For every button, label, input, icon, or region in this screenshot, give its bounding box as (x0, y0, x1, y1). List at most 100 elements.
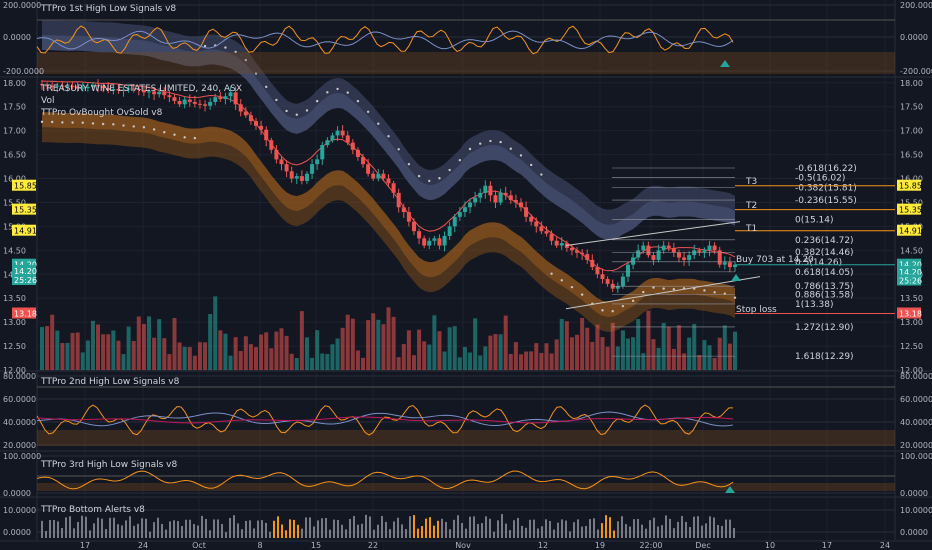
trend-dot (152, 128, 156, 131)
candle-body (702, 250, 707, 253)
volume-bar (687, 337, 692, 370)
left-price-tag-text: 15.35 (14, 206, 37, 215)
volume-bar (279, 328, 284, 370)
volume-bar (106, 334, 111, 370)
right-price-tag (897, 307, 921, 319)
volume-bar (539, 352, 544, 370)
sub-tick-left: 10.0000 (3, 506, 36, 515)
fib-label: 1(13.38) (795, 300, 834, 310)
left-price-tag-text: 15.85 (14, 182, 37, 191)
p4-hist-bar (281, 524, 283, 538)
p4-hist-bar (653, 517, 655, 538)
p4-hist-bar (137, 523, 139, 538)
candle-body (687, 255, 692, 260)
volume-bar (304, 337, 309, 370)
candle-body (615, 286, 620, 289)
trend-dot (580, 293, 584, 296)
candle-body (524, 207, 529, 217)
candle-body (40, 84, 44, 86)
right-price-tag-text: 15.35 (899, 206, 922, 215)
p4-hist-bar (241, 529, 243, 538)
candle-body (447, 226, 452, 236)
p4-hist-bar (649, 520, 651, 538)
p4-hist-bar (633, 519, 635, 538)
p4-hist-bar (69, 516, 71, 538)
candle-body (294, 176, 299, 179)
right-price-tag (897, 258, 921, 270)
p4-hist-bar (265, 522, 267, 538)
y-tick-left: 12.50 (3, 342, 26, 351)
candle-body (692, 250, 697, 256)
volume-bar (513, 342, 518, 370)
volume-bar (238, 350, 243, 370)
p1-oversold-band (37, 52, 895, 74)
volume-bar (218, 330, 223, 370)
p4-hist-bar (681, 516, 683, 538)
x-tick-label: 17 (80, 541, 90, 550)
fib-label: 0.886(13.58) (795, 290, 854, 300)
x-tick-label: 24 (880, 541, 890, 550)
sub-tick-left: 0.0000 (3, 489, 31, 498)
p4-hist-bar (665, 515, 667, 538)
volume-bar (355, 350, 360, 370)
candle-body (152, 91, 157, 95)
sub-tick-right: 0.0000 (900, 489, 928, 498)
p4-hist-bar (213, 519, 215, 538)
p4-hist-bar (413, 515, 415, 538)
p4-hist-bar (133, 525, 135, 538)
sub-tick-right: 100.0000 (900, 452, 932, 461)
trend-dot (377, 122, 380, 125)
p3-orange-line (36, 470, 734, 490)
p4-hist-bar (41, 520, 43, 538)
trend-dot (81, 121, 84, 124)
p4-hist-bar (513, 520, 515, 538)
trend-dot (428, 179, 431, 183)
p4-hist-bar (685, 521, 687, 538)
volume-bar (254, 347, 259, 370)
right-price-tag (897, 265, 921, 277)
p4-hist-bar (661, 525, 663, 538)
candle-body (213, 97, 218, 102)
candle-body (513, 200, 518, 203)
candle-body (493, 195, 498, 203)
p1-blue-line (36, 30, 734, 50)
y-tick-left: 14.50 (3, 246, 26, 255)
p4-hist-bar (293, 519, 295, 538)
volume-bar (651, 339, 656, 370)
volume-bar (554, 339, 559, 370)
volume-bar (656, 347, 661, 370)
volume-bar (192, 355, 197, 370)
volume-bar (233, 337, 238, 370)
p4-hist-bar (157, 517, 159, 538)
candle-body (101, 86, 106, 89)
p4-hist-bar (417, 528, 419, 538)
volume-bar (182, 346, 187, 370)
p4-hist-bar (49, 520, 51, 538)
candle-body (233, 92, 238, 105)
p4-hist-bar (629, 526, 631, 538)
candle-body (192, 101, 197, 104)
candle-body (569, 247, 574, 251)
p4-hist-bar (353, 516, 355, 538)
candlesticks (40, 79, 737, 293)
p4-hist-bar (561, 519, 563, 538)
p4-hist-bar (269, 531, 271, 538)
trend-dot (499, 140, 502, 144)
y-tick-right: 16.50 (900, 151, 923, 160)
candle-body (157, 91, 162, 95)
p4-hist-bar (449, 529, 451, 538)
trend-dot (173, 133, 176, 136)
p4-hist-bar (465, 528, 467, 538)
p2-title: TTPro 2nd High Low Signals v8 (40, 377, 180, 387)
candle-body (651, 255, 656, 260)
volume-bar (167, 354, 172, 370)
volume-bar (564, 321, 569, 370)
p4-hist-bar (385, 521, 387, 538)
volume-bar (40, 327, 44, 370)
candle-body (727, 262, 732, 268)
p4-hist-bar (45, 530, 47, 538)
p4-hist-bar (149, 531, 151, 538)
candle-body (238, 104, 243, 112)
y-tick-right: 13.00 (900, 318, 923, 327)
